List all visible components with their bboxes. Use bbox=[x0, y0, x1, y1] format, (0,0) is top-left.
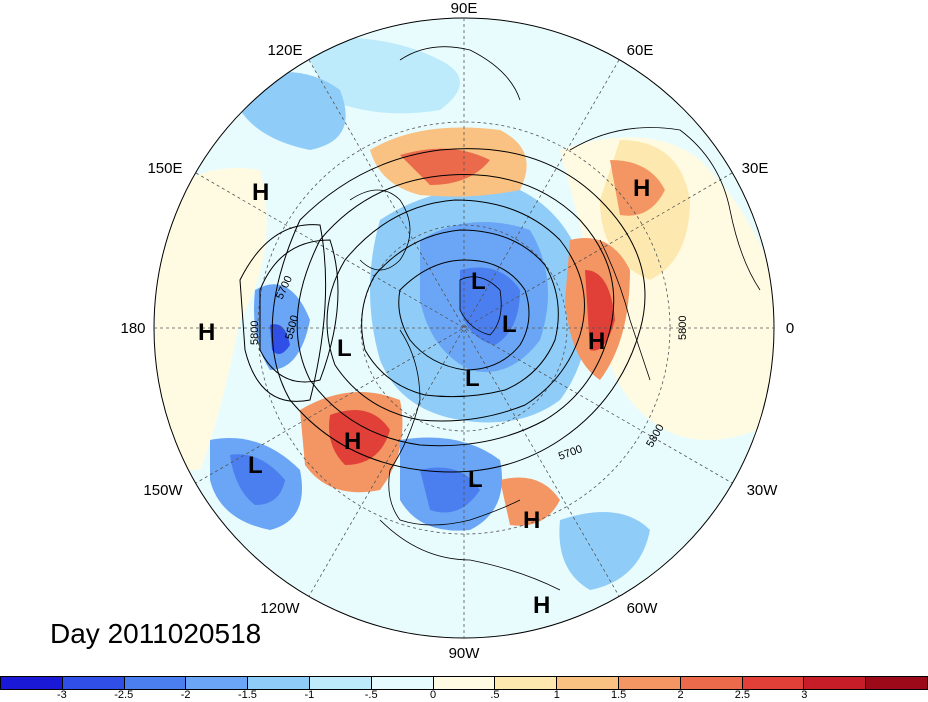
low-center: L bbox=[248, 452, 263, 479]
colorbar-swatch bbox=[248, 677, 310, 689]
high-center: H bbox=[198, 319, 215, 346]
colorbar-swatch bbox=[186, 677, 249, 689]
high-center: H bbox=[523, 507, 540, 534]
colorbar-swatch bbox=[124, 677, 187, 689]
graticule bbox=[154, 18, 774, 638]
lon-label: 60W bbox=[627, 600, 659, 617]
colorbar-swatch bbox=[680, 677, 743, 689]
low-center: L bbox=[471, 268, 486, 295]
low-center: L bbox=[468, 466, 483, 493]
low-center: L bbox=[337, 335, 352, 362]
colorbar-swatch bbox=[433, 677, 496, 689]
longitude-labels: 90E 60E 30E 0 30W 60W 90W 120W 150W 180 … bbox=[120, 0, 794, 662]
colorbar-swatch bbox=[309, 677, 372, 689]
colorbar-swatch bbox=[742, 677, 805, 689]
high-center: H bbox=[533, 592, 550, 619]
map-title: Day 2011020518 bbox=[50, 618, 262, 649]
lon-label: 150E bbox=[147, 160, 182, 177]
colorbar-tick-label: -3 bbox=[56, 689, 67, 701]
lon-label: 120E bbox=[267, 42, 302, 59]
lon-label: 30W bbox=[747, 482, 779, 499]
colorbar-tick-label: 0 bbox=[430, 689, 437, 701]
high-center: H bbox=[633, 175, 650, 202]
low-center: L bbox=[465, 365, 480, 392]
lon-label: 30E bbox=[742, 160, 769, 177]
colorbar-swatch bbox=[371, 677, 434, 689]
colorbar-tick-label: .5 bbox=[490, 689, 500, 701]
high-center: H bbox=[344, 428, 361, 455]
coastlines bbox=[349, 46, 761, 591]
colorbar-tick-label: -1.5 bbox=[237, 689, 257, 701]
height-contours bbox=[239, 148, 646, 473]
high-center: H bbox=[252, 179, 269, 206]
contour-label: 5800 bbox=[677, 316, 689, 340]
lon-label: 120W bbox=[260, 600, 300, 617]
colorbar-tick-label: 1 bbox=[553, 689, 560, 701]
colorbar-swatch bbox=[62, 677, 125, 689]
contour-label: 5800 bbox=[249, 321, 261, 345]
low-center: L bbox=[502, 311, 517, 338]
colorbar-swatch bbox=[618, 677, 681, 689]
lon-label: 0 bbox=[786, 320, 794, 337]
colorbar-swatch bbox=[804, 677, 867, 689]
colorbar-tick-label: 1.5 bbox=[611, 689, 627, 701]
colorbar-tick-label: -2.5 bbox=[114, 689, 134, 701]
colorbar-swatch bbox=[866, 677, 927, 689]
colorbar-tick-label: -1 bbox=[304, 689, 315, 701]
colorbar-swatch bbox=[1, 677, 63, 689]
colorbar-swatch bbox=[495, 677, 558, 689]
lon-label: 90E bbox=[451, 0, 478, 17]
colorbar-swatch bbox=[557, 677, 619, 689]
colorbar bbox=[0, 676, 928, 690]
colorbar-tick-label: 2.5 bbox=[734, 689, 751, 701]
pressure-centers: H H H H H H H L L L L L L bbox=[198, 175, 650, 619]
lon-label: 180 bbox=[120, 320, 145, 337]
colorbar-tick-label: -.5 bbox=[364, 689, 378, 701]
high-center: H bbox=[588, 328, 605, 355]
colorbar-tick-label: 3 bbox=[801, 689, 808, 701]
colorbar-tick-label: -2 bbox=[180, 689, 191, 701]
colorbar-tick-label: 2 bbox=[677, 689, 684, 701]
lon-label: 150W bbox=[143, 482, 183, 499]
lon-label: 60E bbox=[627, 42, 654, 59]
lon-label: 90W bbox=[449, 645, 481, 662]
